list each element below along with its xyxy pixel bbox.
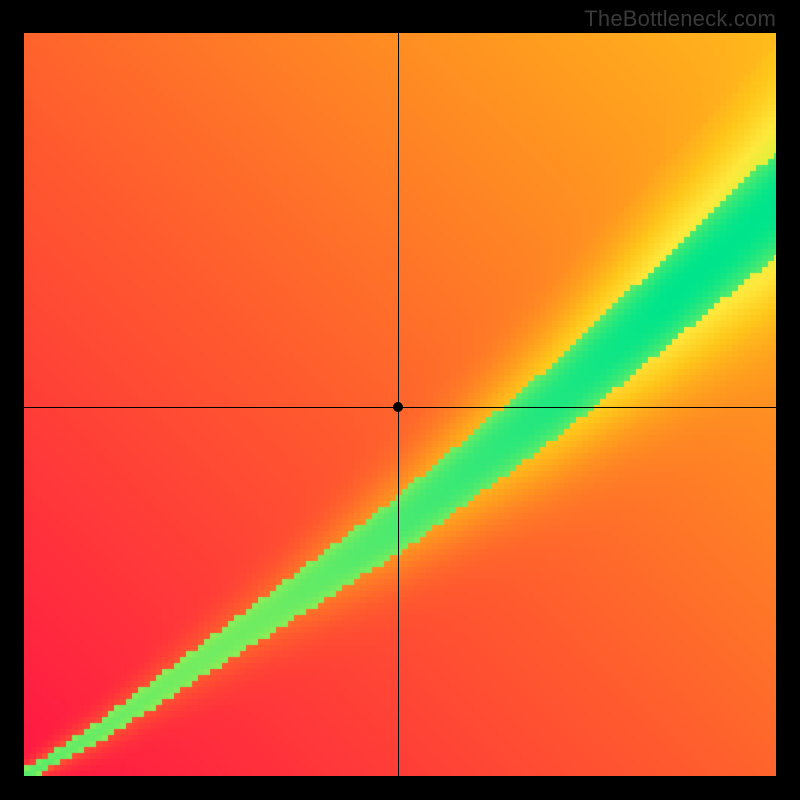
bottleneck-heatmap bbox=[24, 33, 776, 776]
attribution-text: TheBottleneck.com bbox=[584, 6, 776, 32]
selection-marker-dot bbox=[393, 402, 403, 412]
